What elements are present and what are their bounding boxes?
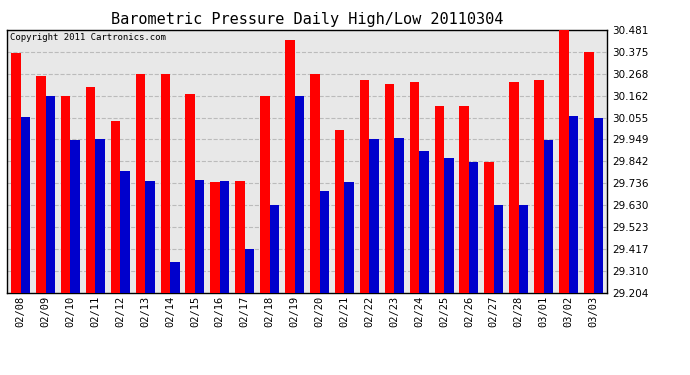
Bar	[593, 118, 603, 292]
Bar	[21, 117, 30, 292]
Bar	[235, 181, 245, 292]
Bar	[120, 171, 130, 292]
Bar	[584, 52, 593, 292]
Bar	[220, 181, 229, 292]
Bar	[70, 140, 80, 292]
Bar	[544, 140, 553, 292]
Bar	[410, 82, 419, 292]
Bar	[369, 139, 379, 292]
Bar	[11, 53, 21, 292]
Text: Copyright 2011 Cartronics.com: Copyright 2011 Cartronics.com	[10, 33, 166, 42]
Bar	[319, 191, 329, 292]
Bar	[534, 80, 544, 292]
Bar	[195, 180, 204, 292]
Bar	[111, 121, 120, 292]
Bar	[385, 84, 394, 292]
Bar	[484, 162, 494, 292]
Bar	[509, 82, 519, 292]
Title: Barometric Pressure Daily High/Low 20110304: Barometric Pressure Daily High/Low 20110…	[111, 12, 503, 27]
Bar	[444, 158, 453, 292]
Bar	[435, 106, 444, 292]
Bar	[170, 262, 179, 292]
Bar	[136, 74, 145, 292]
Bar	[519, 205, 529, 292]
Bar	[245, 249, 254, 292]
Bar	[460, 106, 469, 292]
Bar	[494, 205, 503, 292]
Bar	[260, 96, 270, 292]
Bar	[95, 139, 105, 292]
Bar	[270, 206, 279, 292]
Bar	[419, 152, 428, 292]
Bar	[394, 138, 404, 292]
Bar	[559, 30, 569, 292]
Bar	[335, 130, 344, 292]
Bar	[285, 40, 295, 292]
Bar	[36, 76, 46, 292]
Bar	[360, 80, 369, 292]
Bar	[161, 74, 170, 292]
Bar	[86, 87, 95, 292]
Bar	[469, 162, 478, 292]
Bar	[145, 181, 155, 292]
Bar	[46, 96, 55, 292]
Bar	[344, 182, 354, 292]
Bar	[569, 116, 578, 292]
Bar	[210, 182, 220, 292]
Bar	[61, 96, 70, 292]
Bar	[186, 94, 195, 292]
Bar	[310, 74, 319, 292]
Bar	[295, 96, 304, 292]
